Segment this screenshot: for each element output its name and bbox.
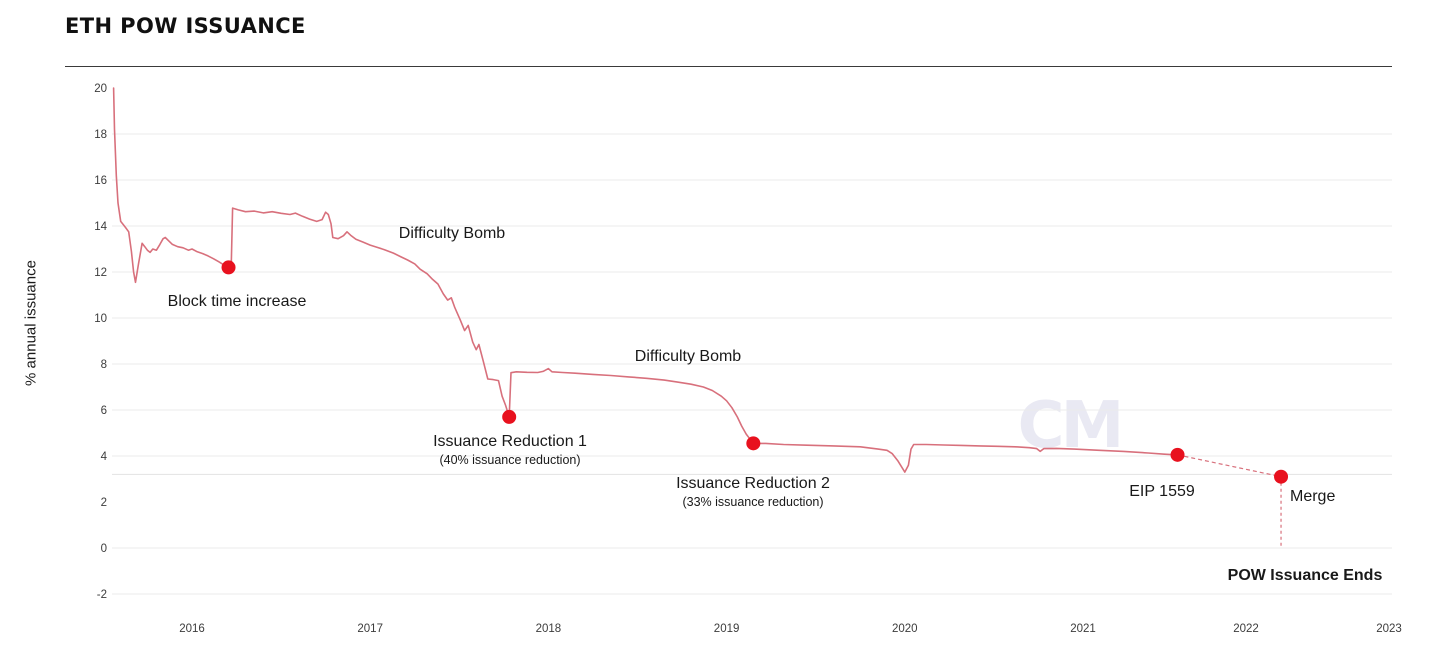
y-tick-label-20: 20 xyxy=(94,83,107,95)
y-tick-label-8: 8 xyxy=(101,359,107,371)
x-tick-label-2017: 2017 xyxy=(357,623,383,635)
x-tick-label-2018: 2018 xyxy=(536,623,562,635)
x-tick-label-2016: 2016 xyxy=(179,623,205,635)
y-tick-label-18: 18 xyxy=(94,129,107,141)
event-dot-eip-1559 xyxy=(1170,447,1185,462)
y-tick-label-0: 0 xyxy=(101,543,107,555)
y-tick-label-6: 6 xyxy=(101,405,107,417)
title-divider xyxy=(65,66,1392,67)
dashed-projection-line xyxy=(1177,454,1282,478)
y-tick-label-2: 2 xyxy=(101,497,107,509)
y-tick-label-10: 10 xyxy=(94,313,107,325)
event-dot-issuance-reduction-1 xyxy=(502,409,517,424)
y-tick-label-16: 16 xyxy=(94,175,107,187)
event-dot-merge xyxy=(1274,469,1289,484)
annotation-issuance-reduction-1-sublabel: (40% issuance reduction) xyxy=(439,453,580,467)
x-tick-label-2019: 2019 xyxy=(714,623,740,635)
x-tick-label-2020: 2020 xyxy=(892,623,918,635)
issuance-line-series xyxy=(112,87,1179,473)
annotation-issuance-reduction-2-sublabel: (33% issuance reduction) xyxy=(682,495,823,509)
annotation-pow-issuance-ends-label: POW Issuance Ends xyxy=(1228,567,1383,584)
x-tick-label-2022: 2022 xyxy=(1233,623,1259,635)
y-tick-label--2: -2 xyxy=(97,589,107,601)
event-dot-block-time-increase xyxy=(221,260,236,275)
annotation-difficulty-bomb-2-label: Difficulty Bomb xyxy=(635,348,742,365)
annotation-issuance-reduction-2-label: Issuance Reduction 2 xyxy=(676,475,830,492)
y-tick-label-4: 4 xyxy=(101,451,108,463)
y-tick-label-14: 14 xyxy=(94,221,107,233)
annotation-merge-label: Merge xyxy=(1290,488,1335,505)
x-tick-label-2023: 2023 xyxy=(1376,623,1402,635)
page-title: ETH POW ISSUANCE xyxy=(65,14,306,38)
annotation-issuance-reduction-1-label: Issuance Reduction 1 xyxy=(433,433,587,450)
annotation-eip-1559-label: EIP 1559 xyxy=(1129,483,1195,500)
annotation-difficulty-bomb-1-label: Difficulty Bomb xyxy=(399,225,506,242)
y-tick-label-12: 12 xyxy=(94,267,107,279)
x-tick-label-2021: 2021 xyxy=(1070,623,1096,635)
event-dot-issuance-reduction-2 xyxy=(746,436,761,451)
annotation-block-time-increase-label: Block time increase xyxy=(168,293,307,310)
